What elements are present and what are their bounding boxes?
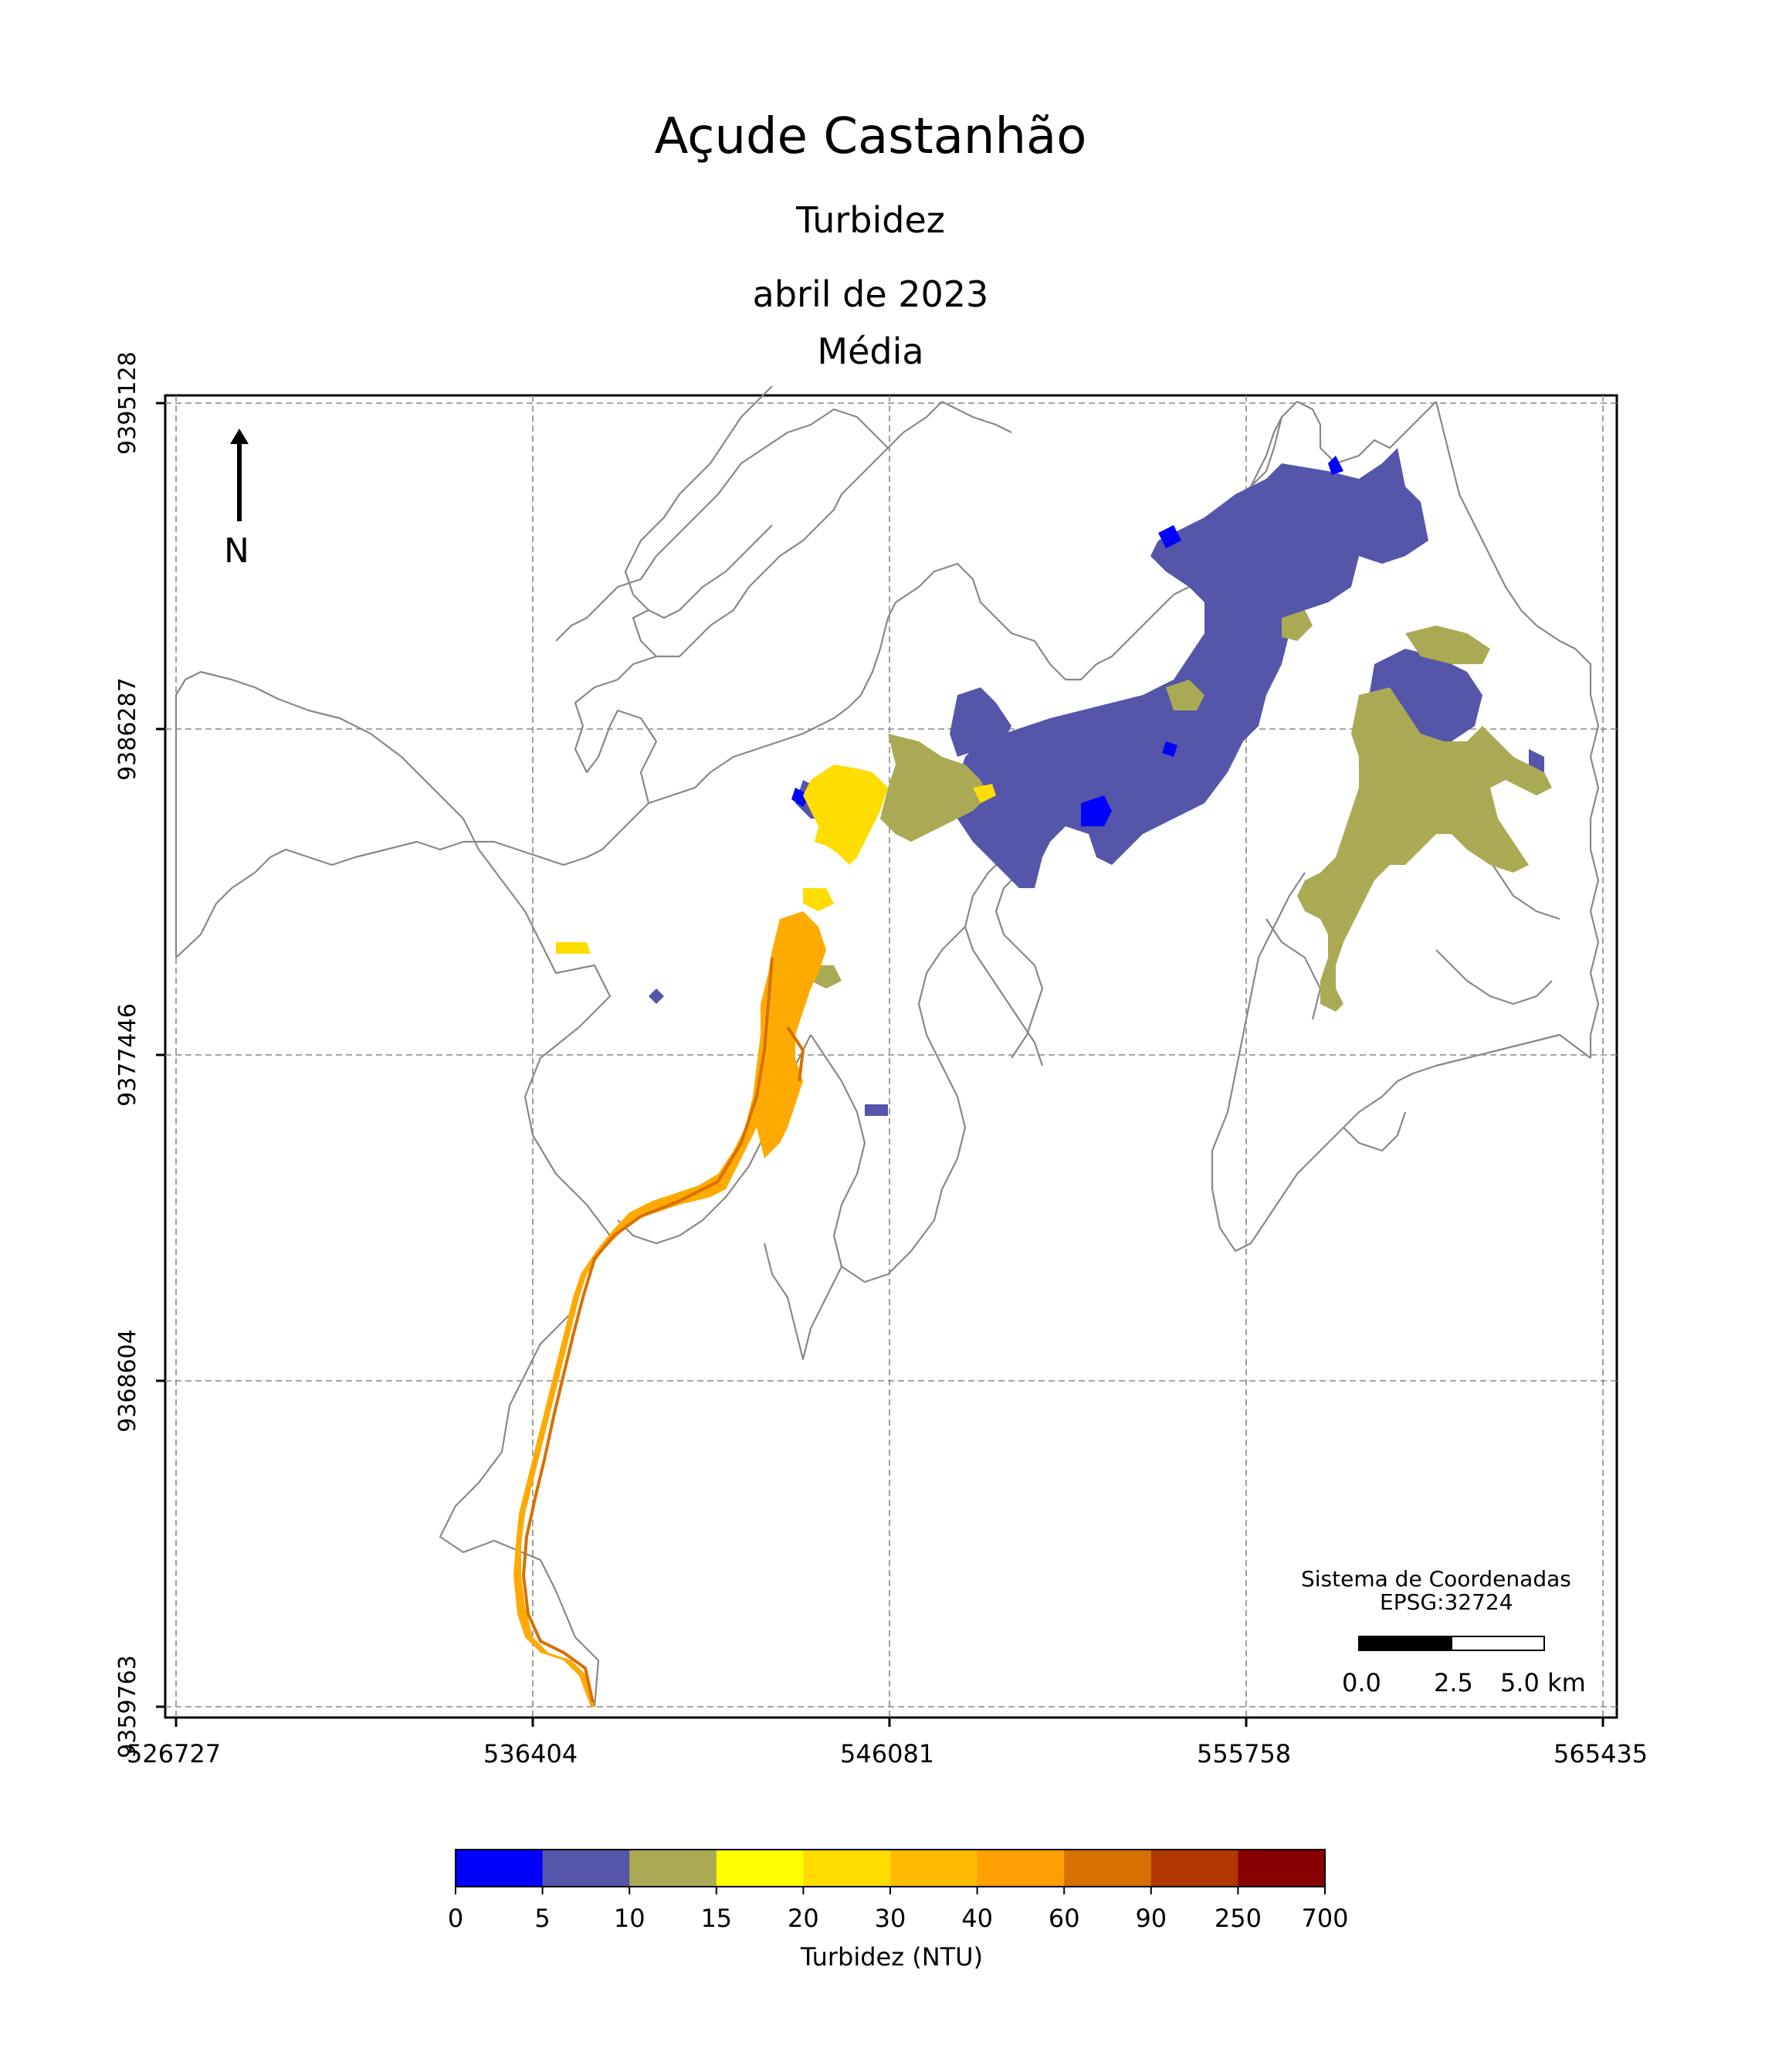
- colorbar-segment: [1238, 1850, 1326, 1887]
- colorbar-segment: [803, 1850, 891, 1887]
- north-arrow-icon: [230, 429, 249, 521]
- colorbar-tick-label: 90: [1135, 1904, 1167, 1933]
- scale-bar: [1358, 1636, 1545, 1651]
- turbidity-high-region: [556, 765, 996, 954]
- scale-label-mid: 2.5: [1434, 1668, 1473, 1697]
- colorbar-segment: [890, 1850, 978, 1887]
- x-tick-label: 546081: [840, 1739, 935, 1768]
- y-tick-label: 9386287: [114, 677, 141, 781]
- crs-code: EPSG:32724: [1380, 1589, 1513, 1615]
- map-subtitle: Turbidez: [796, 199, 945, 241]
- colorbar-segment: [456, 1850, 544, 1887]
- colorbar-segment: [716, 1850, 804, 1887]
- colorbar-tick-label: 60: [1048, 1904, 1080, 1933]
- colorbar-tick-label: 10: [613, 1904, 645, 1933]
- colorbar-tick-label: 20: [788, 1904, 819, 1933]
- colorbar-segment: [1064, 1850, 1152, 1887]
- turbidity-very-high-region: [521, 957, 805, 1704]
- scale-label-start: 0.0: [1342, 1668, 1381, 1697]
- y-tick-label: 9368604: [114, 1329, 141, 1433]
- colorbar-tick-label: 5: [534, 1904, 551, 1933]
- turbidity-mid-region: [811, 610, 1552, 1012]
- scale-label-end: 5.0 km: [1500, 1668, 1586, 1697]
- colorbar-segment: [977, 1850, 1065, 1887]
- map-statistic: Média: [817, 331, 924, 372]
- x-tick-label: 526727: [127, 1739, 222, 1768]
- colorbar-tick-label: 40: [961, 1904, 993, 1933]
- colorbar-tick-label: 250: [1214, 1904, 1262, 1933]
- y-tick-label: 9395128: [114, 351, 141, 455]
- map-date: abril de 2023: [752, 273, 989, 315]
- reservoir-outline: [174, 385, 1600, 1707]
- map-frame: [164, 394, 1618, 1719]
- crs-label: Sistema de Coordenadas: [1301, 1566, 1571, 1592]
- colorbar-tick-label: 700: [1301, 1904, 1349, 1933]
- x-tick-label: 555758: [1197, 1739, 1292, 1768]
- map-title: Açude Castanhão: [654, 108, 1087, 165]
- y-tick-label: 9359763: [114, 1655, 141, 1758]
- colorbar-segment: [542, 1850, 630, 1887]
- turbidity-river-region: [513, 911, 826, 1707]
- y-tick-label: 9377446: [114, 1003, 141, 1107]
- turbidity-low-region: [649, 448, 1544, 1116]
- colorbar-title: Turbidez (NTU): [800, 1942, 984, 1972]
- x-tick-label: 565435: [1553, 1739, 1648, 1768]
- colorbar-segment: [629, 1850, 717, 1887]
- colorbar-tick-label: 0: [447, 1904, 464, 1933]
- turbidity-lowest-region: [791, 456, 1343, 826]
- colorbar-tick-label: 30: [874, 1904, 906, 1933]
- colorbar: [455, 1849, 1326, 1894]
- north-label: N: [224, 531, 249, 571]
- colorbar-tick-label: 15: [700, 1904, 733, 1933]
- x-tick-label: 536404: [483, 1739, 578, 1768]
- colorbar-segment: [1150, 1850, 1238, 1887]
